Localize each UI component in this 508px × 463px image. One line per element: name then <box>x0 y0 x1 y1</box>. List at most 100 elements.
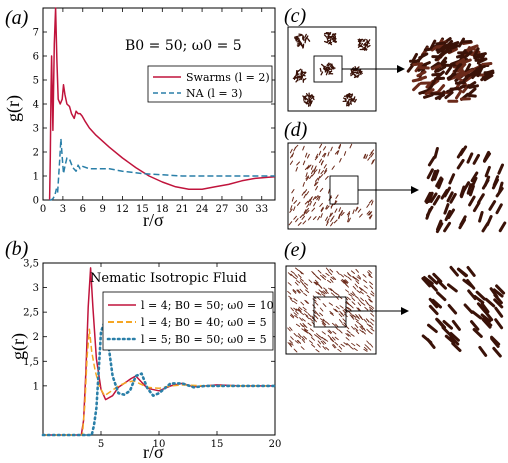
zoomed-swarm-particle <box>474 57 486 62</box>
network-particle <box>336 150 340 155</box>
fluid-particle <box>362 330 366 335</box>
swarm-particle <box>326 35 331 38</box>
fluid-particle <box>323 287 328 291</box>
fluid-particle <box>327 330 332 334</box>
fluid-particle <box>369 321 374 326</box>
fluid-particle <box>355 314 359 318</box>
panel-a-series-line-2 <box>49 138 275 201</box>
fluid-particle <box>299 278 304 282</box>
swarm-particle <box>332 40 337 43</box>
swarm-particle <box>310 95 315 98</box>
fluid-particle <box>347 333 352 337</box>
zoomed-swarm-particle <box>446 72 457 80</box>
fluid-particle <box>357 274 362 279</box>
zoomed-network-particle <box>488 200 497 211</box>
fluid-particle <box>356 315 360 320</box>
fluid-particle <box>366 318 370 323</box>
network-particle <box>370 149 375 154</box>
network-particle <box>334 208 338 213</box>
panel-d-arrow-head <box>411 186 419 194</box>
swarm-particle <box>329 38 332 43</box>
zoomed-swarm-particle <box>424 88 435 96</box>
fluid-particle <box>363 290 368 294</box>
fluid-particle <box>304 328 309 332</box>
zoomed-swarm-particle <box>466 81 477 89</box>
network-particle <box>295 166 298 172</box>
fluid-particle <box>314 334 319 338</box>
fluid-particle <box>352 276 357 280</box>
fluid-particle <box>317 292 322 296</box>
fluid-particle <box>348 293 353 297</box>
network-particle <box>306 164 310 170</box>
swarm-particle <box>298 37 301 42</box>
network-particle <box>320 206 324 212</box>
network-particle <box>307 153 310 159</box>
zoomed-swarm-particle <box>453 63 462 73</box>
zoomed-network-particle <box>427 155 436 167</box>
fluid-particle <box>290 336 294 341</box>
zoomed-swarm-particle <box>429 39 437 50</box>
fluid-particle <box>346 342 351 347</box>
zoomed-network-particle <box>436 219 443 231</box>
network-particle <box>323 164 327 169</box>
fluid-particle <box>332 276 337 280</box>
panel-a-ytick-label: 6 <box>33 52 39 63</box>
fluid-particle <box>307 332 312 336</box>
zoomed-network-particle <box>483 150 490 162</box>
fluid-particle <box>347 276 352 281</box>
zoomed-swarm-particle <box>423 93 434 99</box>
zoomed-fluid-particle <box>466 266 476 277</box>
network-particle <box>320 160 324 165</box>
fluid-particle <box>305 300 310 304</box>
fluid-particle <box>299 280 304 285</box>
zoomed-fluid-particle <box>475 290 486 301</box>
network-particle <box>363 153 367 159</box>
zoomed-swarm-particle <box>435 70 445 79</box>
fluid-particle <box>328 329 333 334</box>
network-particle <box>291 152 294 158</box>
network-particle <box>338 143 341 149</box>
fluid-particle <box>295 323 301 327</box>
panel-a-ytick-label: 4 <box>33 100 39 111</box>
panel-e-label: (e) <box>284 239 307 261</box>
swarm-particle <box>295 73 300 76</box>
swarm-particle <box>347 98 350 103</box>
fluid-particle <box>304 329 308 333</box>
panel-c-snapshot <box>287 26 495 112</box>
fluid-particle <box>367 271 371 276</box>
swarm-particle <box>334 34 337 39</box>
fluid-particle <box>304 313 309 317</box>
fluid-particle <box>298 270 303 275</box>
fluid-particle <box>301 338 306 343</box>
network-particle <box>326 205 330 210</box>
zoomed-swarm-particle <box>431 64 442 71</box>
fluid-particle <box>318 285 323 289</box>
zoomed-swarm-particle <box>412 82 421 92</box>
zoomed-network-particle <box>466 152 474 164</box>
network-particle <box>293 200 298 204</box>
zoomed-swarm-particle <box>444 91 454 100</box>
fluid-particle <box>290 313 295 318</box>
network-particle <box>330 222 334 227</box>
fluid-particle <box>364 306 369 311</box>
zoomed-network-particle <box>484 165 491 178</box>
panel-b-ticks: 5 10 15 20 1 1,5 2 2,5 3 3,5 <box>23 259 281 451</box>
panel-a-xtick-label: 0 <box>40 204 46 215</box>
fluid-particle <box>352 285 357 290</box>
fluid-particle <box>315 349 320 353</box>
zoomed-swarm-particle <box>435 41 447 46</box>
zoomed-fluid-particle <box>456 267 468 278</box>
fluid-particle <box>322 318 327 323</box>
zoomed-swarm-particle <box>467 87 477 96</box>
fluid-particle <box>368 270 373 274</box>
fluid-particle <box>369 343 374 348</box>
swarm-particle <box>306 99 309 104</box>
swarm-particle <box>305 93 310 97</box>
network-particle <box>349 143 353 149</box>
network-particle <box>312 216 317 220</box>
network-particle <box>338 207 341 212</box>
zoomed-network-particle <box>477 193 485 204</box>
swarm-particle <box>307 102 310 107</box>
zoomed-fluid-particle <box>490 335 501 346</box>
swarm-particle <box>350 69 353 74</box>
